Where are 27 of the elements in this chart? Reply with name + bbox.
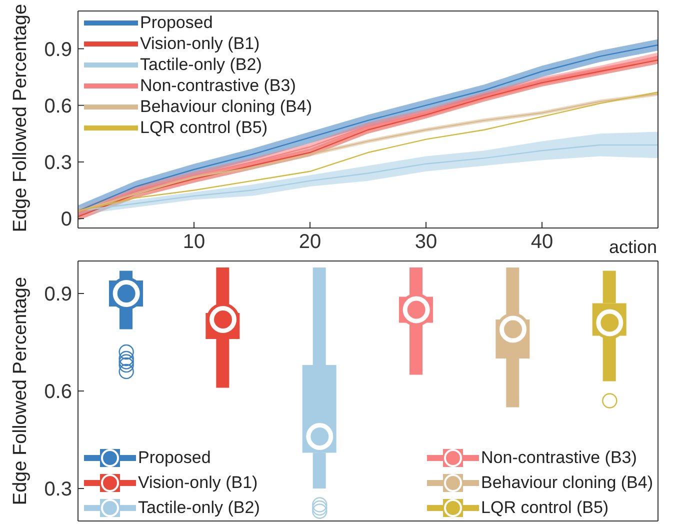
y-tick-label: 0.3 <box>44 152 72 174</box>
y-axis-title: Edge Followed Percentage <box>10 276 32 506</box>
legend-label: Non-contrastive (B3) <box>481 447 637 469</box>
legend-label: Non-contrastive (B3) <box>140 75 296 96</box>
legend-label: Behaviour cloning (B4) <box>481 472 653 494</box>
y-tick-label: 0 <box>60 208 72 231</box>
legend-label: Tactile-only (B2) <box>140 54 262 75</box>
y-tick-label: 0.6 <box>44 381 72 404</box>
x-tick-label: 10 <box>182 231 206 254</box>
y-axis-title: Edge Followed Percentage <box>10 4 32 232</box>
y-tick-label: 0.9 <box>44 38 72 61</box>
y-tick-label: 0.6 <box>44 95 72 118</box>
x-axis-title: action <box>608 237 657 258</box>
legend-label: Tactile-only (B2) <box>138 497 260 519</box>
x-tick-label: 20 <box>298 231 322 254</box>
legend-label: LQR control (B5) <box>481 497 609 519</box>
y-tick-label: 0.3 <box>44 478 72 501</box>
legend-label: Proposed <box>138 447 211 469</box>
line-series <box>78 144 658 212</box>
x-tick-label: 30 <box>414 231 438 254</box>
legend-label: Behaviour cloning (B4) <box>140 96 312 117</box>
legend-label: Vision-only (B1) <box>138 472 258 494</box>
x-tick-label: 40 <box>530 231 554 254</box>
legend-label: Vision-only (B1) <box>140 33 260 54</box>
y-tick-label: 0.9 <box>44 284 72 306</box>
legend-label: Proposed <box>140 12 213 33</box>
legend-label: LQR control (B5) <box>140 117 268 138</box>
